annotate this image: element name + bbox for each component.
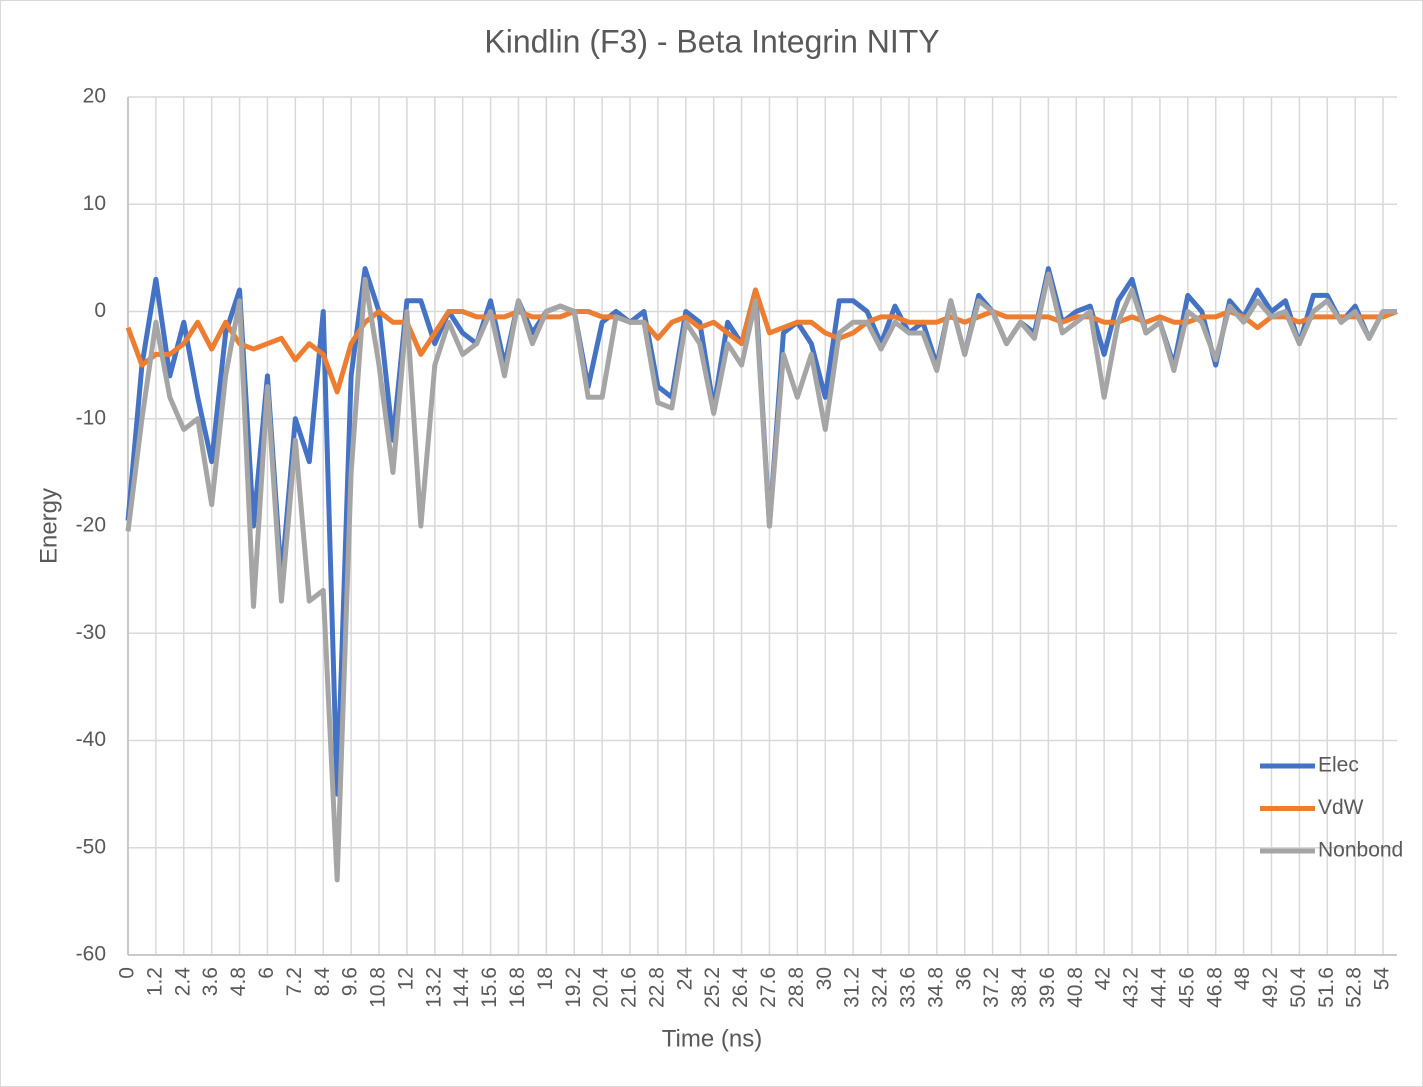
x-tick-label: 48 <box>1231 967 1254 990</box>
x-tick-label: 6 <box>255 967 278 979</box>
x-tick-label: 18 <box>534 967 557 990</box>
x-tick-label: 43.2 <box>1120 967 1143 1008</box>
x-tick-label: 32.4 <box>869 967 892 1008</box>
y-tick-label: -40 <box>76 728 106 751</box>
x-tick-label: 0 <box>116 967 139 979</box>
x-tick-label: 38.4 <box>1008 967 1031 1008</box>
legend-label: Elec <box>1318 754 1359 777</box>
x-tick-label: 39.6 <box>1036 967 1059 1008</box>
x-tick-label: 26.4 <box>729 967 752 1008</box>
x-tick-label: 12 <box>394 967 417 990</box>
x-tick-label: 24 <box>673 967 696 991</box>
x-tick-label: 50.4 <box>1287 967 1310 1008</box>
y-tick-label: 10 <box>83 192 106 215</box>
x-tick-label: 4.8 <box>227 967 250 996</box>
x-tick-label: 2.4 <box>171 967 194 997</box>
x-tick-label: 21.6 <box>618 967 641 1008</box>
x-tick-label: 27.6 <box>757 967 780 1008</box>
x-tick-label: 42 <box>1092 967 1115 990</box>
x-tick-label: 45.6 <box>1175 967 1198 1008</box>
x-tick-label: 3.6 <box>199 967 222 996</box>
x-tick-label: 22.8 <box>645 967 668 1008</box>
x-tick-label: 33.6 <box>896 967 919 1008</box>
y-tick-label: -10 <box>76 406 106 429</box>
x-tick-label: 20.4 <box>590 967 613 1008</box>
x-tick-label: 51.6 <box>1315 967 1338 1008</box>
x-tick-label: 1.2 <box>143 967 166 996</box>
x-tick-label: 19.2 <box>562 967 585 1008</box>
legend-label: VdW <box>1318 796 1364 819</box>
y-tick-label: 0 <box>94 299 106 322</box>
x-tick-label: 31.2 <box>841 967 864 1008</box>
x-tick-label: 54 <box>1371 967 1394 991</box>
x-tick-label: 40.8 <box>1064 967 1087 1008</box>
y-tick-label: -50 <box>76 835 106 858</box>
x-tick-label: 15.6 <box>478 967 501 1008</box>
y-axis-label: Energy <box>35 488 62 564</box>
x-tick-label: 44.4 <box>1147 967 1170 1008</box>
x-axis-label: Time (ns) <box>662 1025 762 1052</box>
x-tick-label: 10.8 <box>367 967 390 1008</box>
x-tick-label: 34.8 <box>924 967 947 1008</box>
y-tick-label: -60 <box>76 943 106 966</box>
legend-label: Nonbond <box>1318 839 1403 862</box>
x-tick-label: 37.2 <box>980 967 1003 1008</box>
x-tick-label: 14.4 <box>450 967 473 1008</box>
x-tick-label: 49.2 <box>1259 967 1282 1008</box>
y-tick-label: -20 <box>76 514 106 537</box>
chart-title: Kindlin (F3) - Beta Integrin NITY <box>484 23 939 59</box>
x-tick-label: 46.8 <box>1203 967 1226 1008</box>
x-tick-label: 36 <box>952 967 975 990</box>
x-tick-label: 52.8 <box>1343 967 1366 1008</box>
x-tick-label: 25.2 <box>701 967 724 1008</box>
x-tick-label: 7.2 <box>283 967 306 996</box>
x-tick-label: 28.8 <box>785 967 808 1008</box>
series-line <box>125 271 1397 883</box>
x-tick-label: 30 <box>813 967 836 990</box>
x-tick-label: 16.8 <box>506 967 529 1008</box>
x-tick-label: 13.2 <box>422 967 445 1008</box>
x-tick-label: 9.6 <box>339 967 362 996</box>
y-tick-label: -30 <box>76 621 106 644</box>
x-tick-label: 8.4 <box>311 967 334 997</box>
y-tick-label: 20 <box>83 85 106 108</box>
